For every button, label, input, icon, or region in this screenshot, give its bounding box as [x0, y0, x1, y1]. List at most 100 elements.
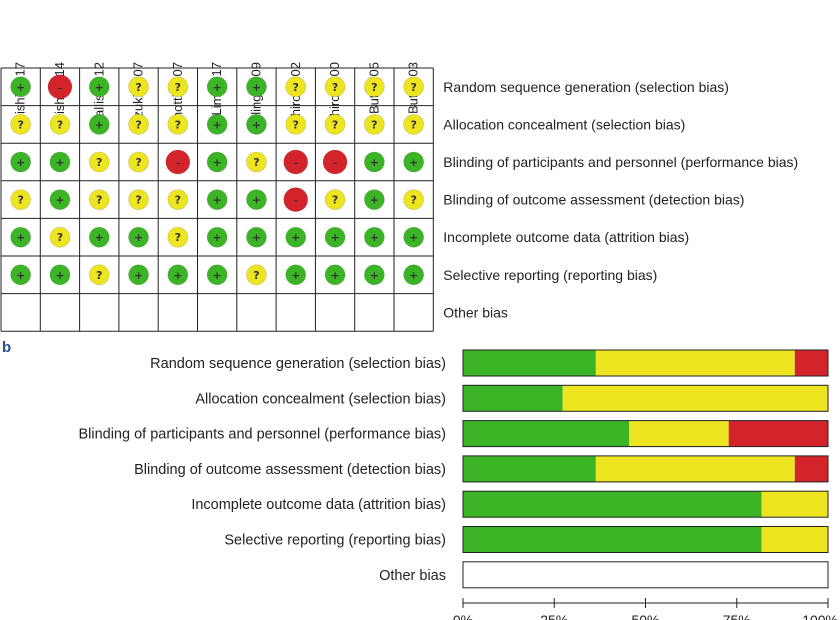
rating-low-dot	[49, 151, 71, 173]
rating-low-symbol: +	[173, 269, 182, 282]
rating-unclear-symbol: ?	[135, 156, 141, 169]
bar-segment-unclear	[562, 385, 828, 412]
rating-unclear-dot	[88, 264, 110, 286]
rating-high-symbol: –	[176, 159, 181, 169]
rating-unclear-dot	[285, 114, 307, 135]
domain-label: Selective reporting (reporting bias)	[443, 267, 657, 283]
x-tick-label: 50%	[631, 612, 659, 620]
rating-low-symbol: +	[55, 156, 64, 169]
rating-low-dot	[246, 76, 267, 98]
rating-low-dot	[206, 264, 228, 286]
rating-low-symbol: +	[16, 231, 25, 244]
bar-segment-low	[463, 350, 596, 376]
rating-unclear-symbol: ?	[96, 269, 102, 282]
rating-low-symbol: +	[291, 269, 300, 282]
rating-low-symbol: +	[370, 269, 379, 282]
rating-unclear-symbol: ?	[96, 156, 102, 169]
rating-unclear-symbol: ?	[371, 81, 377, 94]
rating-low-symbol: +	[55, 194, 64, 207]
rating-unclear-dot	[49, 226, 71, 248]
rating-unclear-symbol: ?	[175, 118, 181, 131]
rating-low-symbol: +	[370, 231, 379, 244]
rating-unclear-symbol: ?	[332, 118, 338, 131]
rating-low-dot	[88, 226, 110, 248]
rating-unclear-dot	[167, 189, 189, 211]
x-tick-label: 0%	[453, 612, 473, 620]
bar-segment-unclear	[629, 420, 729, 447]
rating-unclear-dot	[128, 151, 149, 173]
rating-unclear-symbol: ?	[57, 231, 63, 244]
rating-low-dot	[88, 76, 110, 98]
category-label: Blinding of participants and personnel (…	[78, 427, 446, 443]
category-label: Blinding of outcome assessment (detectio…	[134, 462, 446, 478]
rating-unclear-dot	[403, 189, 425, 211]
rating-unclear-dot	[49, 114, 71, 135]
domain-label: Blinding of outcome assessment (detectio…	[443, 192, 744, 208]
domain-label: Other bias	[443, 304, 508, 320]
rating-low-dot	[324, 226, 346, 248]
rating-low-symbol: +	[330, 269, 339, 282]
rating-unclear-symbol: ?	[17, 118, 23, 131]
bar-segment-low	[463, 455, 596, 482]
rating-unclear-symbol: ?	[371, 118, 377, 131]
rating-low-symbol: +	[213, 118, 222, 131]
bar-outline	[462, 384, 829, 412]
rating-unclear-dot	[285, 76, 307, 98]
rating-unclear-symbol: ?	[17, 194, 23, 207]
rating-low-dot	[206, 226, 228, 248]
rating-low-dot	[285, 264, 307, 286]
rating-low-symbol: +	[330, 231, 339, 244]
rating-unclear-symbol: ?	[253, 269, 259, 282]
rating-unclear-dot	[324, 114, 346, 135]
rating-low-dot	[246, 226, 267, 248]
rating-low-symbol: +	[291, 231, 300, 244]
rating-unclear-dot	[128, 76, 149, 98]
rating-unclear-symbol: ?	[293, 118, 299, 131]
rating-unclear-symbol: ?	[175, 81, 181, 94]
rating-low-dot	[206, 189, 228, 211]
rating-low-symbol: +	[213, 194, 222, 207]
rating-high-symbol: –	[294, 197, 299, 207]
rating-unclear-dot	[167, 76, 189, 98]
bar-outline	[462, 561, 829, 589]
rating-unclear-symbol: ?	[135, 118, 141, 131]
rating-unclear-symbol: ?	[293, 81, 299, 94]
domain-label: Incomplete outcome data (attrition bias)	[443, 229, 689, 245]
rating-low-dot	[363, 226, 385, 248]
rating-high-dot	[283, 149, 309, 175]
rating-high-dot	[165, 149, 191, 175]
rating-low-symbol: +	[213, 156, 222, 169]
rating-low-symbol: +	[95, 81, 104, 94]
rating-low-dot	[403, 226, 425, 248]
rating-low-dot	[246, 189, 267, 211]
domain-label: Random sequence generation (selection bi…	[443, 79, 729, 95]
bar-outline	[462, 349, 829, 377]
rating-low-symbol: +	[409, 231, 418, 244]
rating-high-dot	[47, 74, 73, 100]
rating-low-dot	[10, 264, 32, 286]
rating-low-symbol: +	[252, 231, 261, 244]
rating-unclear-symbol: ?	[410, 194, 416, 207]
rating-low-symbol: +	[252, 118, 261, 131]
rating-unclear-dot	[167, 226, 189, 248]
rating-unclear-dot	[88, 151, 110, 173]
rating-unclear-symbol: ?	[253, 156, 259, 169]
rating-unclear-dot	[128, 189, 149, 211]
rating-high-symbol: –	[58, 84, 63, 94]
rating-low-dot	[10, 226, 32, 248]
rating-low-symbol: +	[134, 269, 143, 282]
bar-segment-low	[463, 526, 762, 553]
rating-low-symbol: +	[95, 231, 104, 244]
rating-unclear-dot	[403, 114, 425, 135]
category-label: Selective reporting (reporting bias)	[224, 533, 446, 549]
x-tick-label: 75%	[723, 612, 751, 620]
rating-low-symbol: +	[409, 269, 418, 282]
rating-low-symbol: +	[95, 118, 104, 131]
rating-low-dot	[10, 76, 32, 98]
rating-unclear-dot	[246, 264, 267, 286]
bar-segment-unclear	[595, 350, 795, 376]
rating-unclear-dot	[403, 76, 425, 98]
rating-unclear-symbol: ?	[410, 118, 416, 131]
category-label: Other bias	[379, 568, 446, 584]
